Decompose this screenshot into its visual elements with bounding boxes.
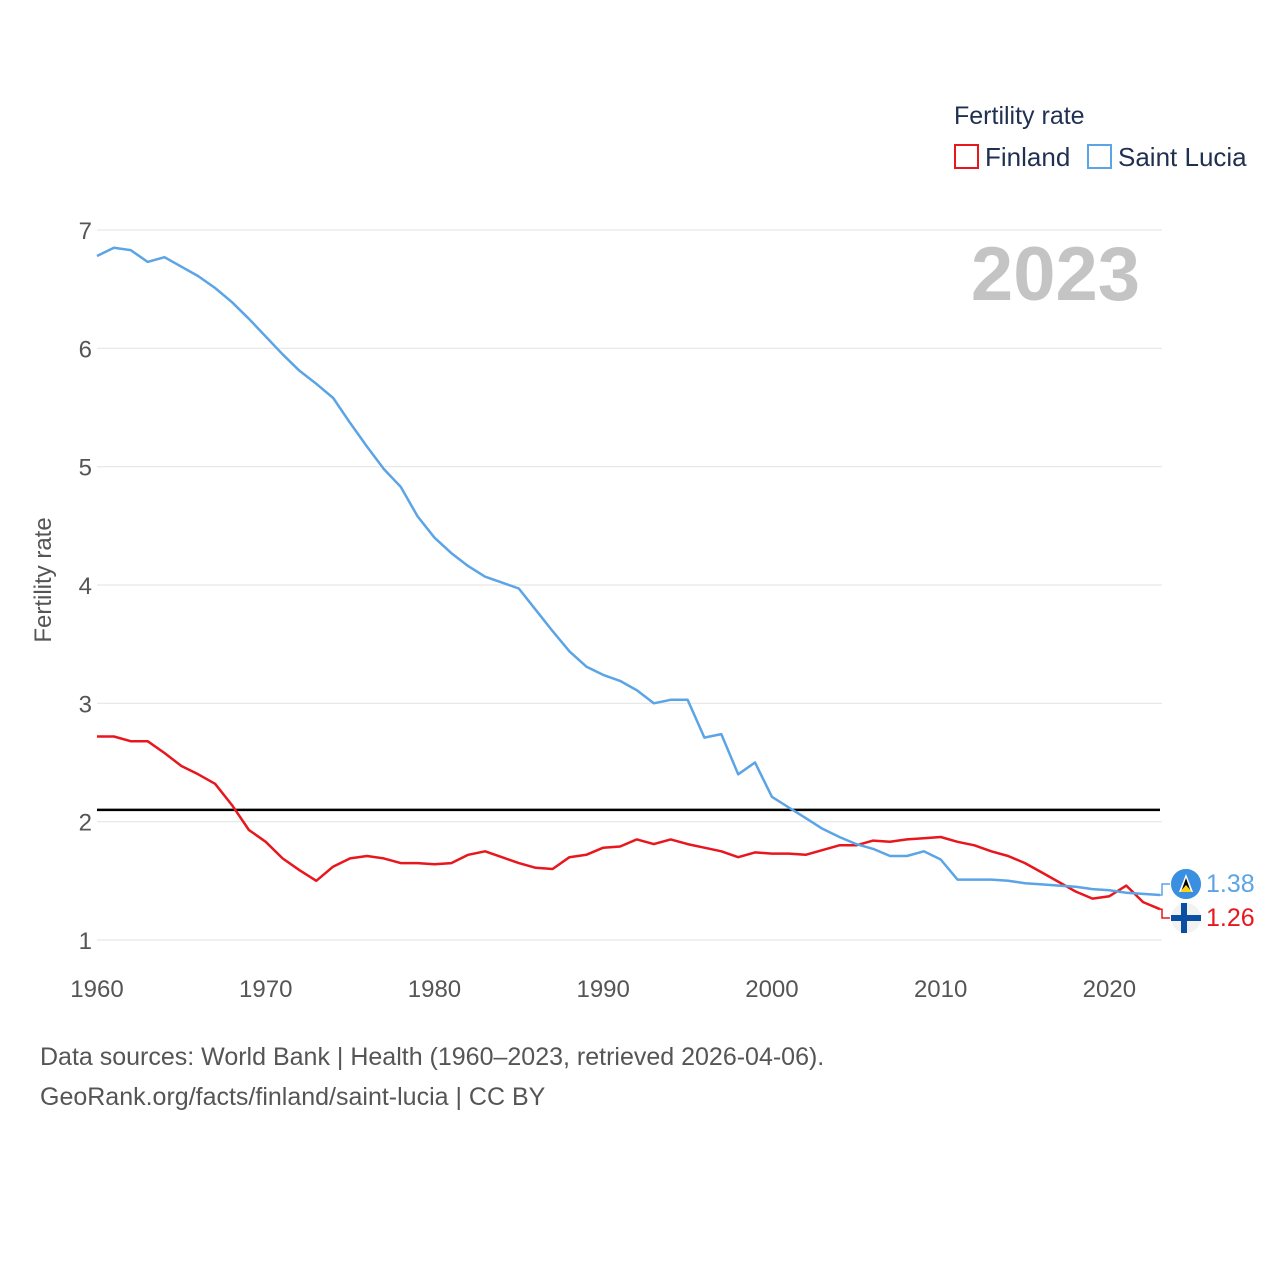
legend: Fertility rate Finland Saint Lucia (954, 102, 1247, 172)
legend-label-saint-lucia[interactable]: Saint Lucia (1118, 142, 1247, 172)
legend-swatch-saint-lucia[interactable] (1087, 144, 1112, 169)
x-tick-label: 1960 (70, 976, 123, 1003)
y-tick-label: 7 (79, 218, 92, 245)
data-sources-note: Data sources: World Bank | Health (1960–… (40, 1043, 825, 1071)
saint-lucia-end-connector (1160, 883, 1170, 896)
saint-lucia-end-value: 1.38 (1206, 870, 1255, 898)
y-tick-label: 3 (79, 691, 92, 718)
finland-flag-icon (1171, 903, 1201, 933)
legend-swatch-finland[interactable] (954, 144, 979, 169)
y-tick-label: 1 (79, 928, 92, 955)
x-tick-label: 2020 (1083, 976, 1136, 1003)
current-year-label: 2023 (971, 232, 1140, 317)
finland-line (97, 735, 1161, 911)
saint-lucia-flag-icon (1171, 869, 1201, 899)
saint-lucia-line (96, 246, 1161, 897)
x-tick-label: 2010 (914, 976, 967, 1003)
y-axis-title: Fertility rate (30, 517, 57, 642)
y-tick-label: 2 (79, 810, 92, 837)
x-tick-label: 2000 (745, 976, 798, 1003)
y-tick-label: 5 (79, 455, 92, 482)
x-tick-label: 1980 (408, 976, 461, 1003)
y-tick-label: 4 (79, 573, 92, 600)
x-tick-label: 1970 (239, 976, 292, 1003)
legend-title: Fertility rate (954, 102, 1085, 130)
grid-lines (97, 229, 1162, 941)
y-tick-label: 6 (79, 336, 92, 363)
legend-label-finland[interactable]: Finland (985, 142, 1070, 172)
x-axis-ticks: 1960 1970 1980 1990 2000 2010 2020 (70, 976, 1136, 1003)
finland-end-connector (1160, 908, 1170, 919)
attribution-link[interactable]: GeoRank.org/facts/finland/saint-lucia | … (40, 1083, 546, 1111)
finland-end-value: 1.26 (1206, 904, 1255, 932)
y-axis-ticks: 1 2 3 4 5 6 7 (79, 218, 92, 955)
x-tick-label: 1990 (576, 976, 629, 1003)
